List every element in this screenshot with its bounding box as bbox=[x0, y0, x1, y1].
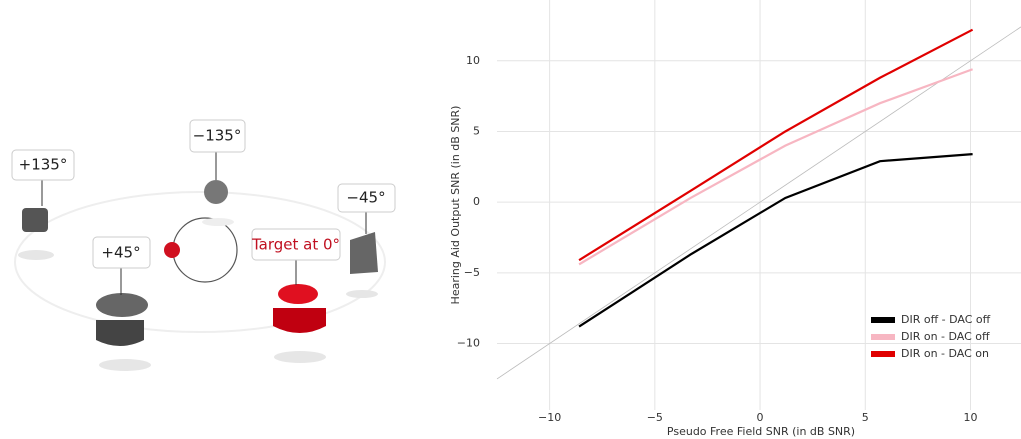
angle-label: −135° bbox=[193, 127, 242, 145]
target-speaker bbox=[278, 284, 318, 304]
target-label: Target at 0° bbox=[251, 236, 340, 254]
legend-label: DIR on - DAC on bbox=[901, 347, 989, 360]
shadow bbox=[274, 351, 326, 363]
shadow bbox=[202, 218, 234, 226]
series-line bbox=[579, 154, 973, 326]
shadow bbox=[18, 250, 54, 260]
shadow bbox=[346, 290, 378, 298]
y-tick-label: −10 bbox=[457, 337, 480, 350]
shadow bbox=[99, 359, 151, 371]
legend-label: DIR on - DAC off bbox=[901, 330, 990, 343]
y-tick-label: 5 bbox=[473, 124, 480, 137]
speaker bbox=[204, 180, 228, 204]
speaker bbox=[350, 232, 378, 274]
legend-label: DIR off - DAC off bbox=[901, 313, 991, 326]
x-tick-label: 0 bbox=[757, 411, 764, 424]
legend-swatch bbox=[871, 317, 895, 323]
ear bbox=[164, 242, 180, 258]
chart: Pseudo Free Field SNR (in dB SNR) Hearin… bbox=[449, 0, 1021, 438]
y-tick-label: 10 bbox=[466, 54, 480, 67]
x-tick-label: 5 bbox=[862, 411, 869, 424]
figure: +135° −135° −45° +45° Target at 0° Pseud… bbox=[0, 0, 1021, 439]
x-axis-title: Pseudo Free Field SNR (in dB SNR) bbox=[667, 425, 855, 438]
target-speaker bbox=[273, 308, 326, 333]
y-tick-label: 0 bbox=[473, 195, 480, 208]
head bbox=[173, 218, 237, 282]
angle-label: +135° bbox=[19, 156, 68, 174]
legend-swatch bbox=[871, 334, 895, 340]
y-axis-title: Hearing Aid Output SNR (in dB SNR) bbox=[449, 106, 462, 305]
angle-label: −45° bbox=[346, 189, 385, 207]
x-tick-label: −10 bbox=[538, 411, 561, 424]
page: +135° −135° −45° +45° Target at 0° Pseud… bbox=[0, 0, 1021, 439]
series-line bbox=[579, 69, 973, 264]
speaker bbox=[96, 320, 144, 346]
legend-swatch bbox=[871, 351, 895, 357]
angle-label: +45° bbox=[101, 244, 140, 262]
y-tick-label: −5 bbox=[464, 266, 480, 279]
x-tick-label: −5 bbox=[647, 411, 663, 424]
diagram: +135° −135° −45° +45° Target at 0° bbox=[12, 120, 395, 371]
series-line bbox=[579, 30, 973, 260]
x-tick-label: 10 bbox=[963, 411, 977, 424]
speaker bbox=[96, 293, 148, 317]
speaker bbox=[22, 208, 48, 232]
